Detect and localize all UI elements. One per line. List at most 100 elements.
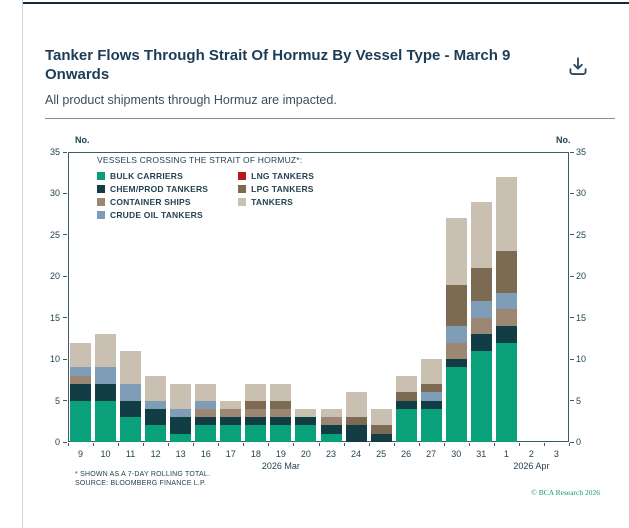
x-axis-label: 19 bbox=[275, 449, 286, 459]
x-tick bbox=[268, 443, 270, 446]
bar-segment bbox=[195, 384, 217, 401]
bar-segment bbox=[195, 425, 217, 442]
y-tick-label-left: 5 bbox=[54, 395, 60, 406]
legend-label: TANKERS bbox=[251, 197, 294, 207]
y-tick-left bbox=[63, 192, 67, 194]
x-axis-label: 17 bbox=[225, 449, 236, 459]
x-axis-label: 27 bbox=[426, 449, 437, 459]
bar-segment bbox=[345, 425, 367, 442]
x-tick bbox=[93, 443, 95, 446]
y-tick-label-left: 35 bbox=[49, 147, 60, 157]
bar-segment bbox=[345, 392, 367, 418]
bar-segment bbox=[270, 384, 292, 401]
legend-label: CHEM/PROD TANKERS bbox=[110, 184, 209, 194]
x-axis-label: 20 bbox=[300, 449, 311, 459]
legend-item: CRUDE OIL TANKERS bbox=[97, 210, 208, 220]
bar-segment bbox=[220, 417, 242, 426]
x-axis-label: 13 bbox=[175, 449, 186, 459]
y-tick-right bbox=[570, 234, 574, 236]
x-tick bbox=[118, 443, 120, 446]
x-tick bbox=[368, 443, 370, 446]
bar-segment bbox=[220, 400, 242, 409]
bar-segment bbox=[70, 384, 92, 401]
legend-item: CONTAINER SHIPS bbox=[97, 197, 208, 207]
copyright: © BCA Research 2026 bbox=[531, 488, 600, 497]
y-tick-right bbox=[570, 441, 574, 443]
y-tick-label-right: 20 bbox=[576, 271, 587, 282]
legend-item: LNG TANKERS bbox=[238, 171, 314, 181]
y-tick-left bbox=[63, 441, 67, 443]
bar-segment bbox=[495, 176, 517, 252]
y-tick-label-right: 0 bbox=[576, 437, 582, 447]
bar-segment bbox=[295, 408, 317, 418]
x-axis-label: 3 bbox=[553, 449, 559, 459]
bar-segment bbox=[470, 334, 492, 351]
bar-segment bbox=[445, 218, 467, 285]
bar-segment bbox=[495, 342, 517, 442]
bar-segment bbox=[120, 350, 142, 384]
legend-item: TANKERS bbox=[238, 197, 314, 207]
left-divider bbox=[22, 0, 23, 528]
bar-segment bbox=[95, 384, 117, 401]
y-tick-label-left: 20 bbox=[49, 271, 60, 282]
x-axis-label: 16 bbox=[200, 449, 211, 459]
legend-item: LPG TANKERS bbox=[238, 184, 314, 194]
legend-title: VESSELS CROSSING THE STRAIT OF HORMUZ*: bbox=[97, 155, 303, 165]
x-tick bbox=[569, 443, 570, 446]
bar-segment bbox=[370, 408, 392, 426]
bar-segment bbox=[170, 384, 192, 409]
bar-segment bbox=[395, 392, 417, 401]
bar-segment bbox=[320, 433, 342, 442]
bar-segment bbox=[420, 384, 442, 393]
x-tick bbox=[218, 443, 220, 446]
bar-segment bbox=[420, 359, 442, 384]
bar-segment bbox=[195, 400, 217, 409]
x-axis-label: 11 bbox=[125, 449, 136, 459]
bar-segment bbox=[370, 425, 392, 434]
x-tick bbox=[393, 443, 395, 446]
page-title: Tanker Flows Through Strait Of Hormuz By… bbox=[45, 47, 511, 83]
legend-label: LNG TANKERS bbox=[251, 171, 315, 181]
bar-segment bbox=[270, 408, 292, 418]
bar-segment bbox=[495, 251, 517, 293]
bar-segment bbox=[95, 400, 117, 442]
y-tick-right bbox=[570, 400, 574, 402]
top-border bbox=[23, 2, 629, 4]
bar-segment bbox=[145, 375, 167, 401]
x-axis-label: 31 bbox=[476, 449, 487, 459]
download-button[interactable] bbox=[563, 53, 593, 83]
chart-footnotes: * SHOWN AS A 7-DAY ROLLING TOTAL. SOURCE… bbox=[75, 470, 210, 489]
y-tick-left bbox=[63, 358, 67, 360]
x-tick bbox=[293, 443, 295, 446]
y-tick-label-right: 15 bbox=[576, 312, 587, 323]
x-axis-label: 2 bbox=[528, 449, 534, 459]
bar-segment bbox=[445, 284, 467, 326]
bar-segment bbox=[245, 425, 267, 442]
y-tick-left bbox=[63, 234, 67, 236]
x-axis-label: 24 bbox=[351, 449, 362, 459]
legend-item: CHEM/PROD TANKERS bbox=[97, 184, 208, 194]
bar-segment bbox=[470, 301, 492, 318]
legend-swatch-icon bbox=[238, 198, 247, 206]
bar-segment bbox=[395, 400, 417, 409]
bar-segment bbox=[195, 408, 217, 418]
y-tick-label-left: 25 bbox=[49, 229, 60, 240]
bar-segment bbox=[170, 433, 192, 442]
x-axis-label: 12 bbox=[150, 449, 161, 459]
x-axis-label: 9 bbox=[77, 449, 83, 459]
bar-segment bbox=[395, 408, 417, 442]
y-tick-label-left: 10 bbox=[49, 354, 60, 365]
legend-item: BULK CARRIERS bbox=[97, 171, 208, 181]
bar-segment bbox=[245, 384, 267, 401]
download-icon bbox=[565, 56, 591, 83]
bar-segment bbox=[70, 375, 92, 384]
bar-segment bbox=[95, 334, 117, 368]
y-tick-right bbox=[570, 151, 574, 153]
bar-segment bbox=[95, 367, 117, 384]
bar-segment bbox=[495, 292, 517, 310]
x-tick bbox=[193, 443, 195, 446]
y-tick-right bbox=[570, 317, 574, 319]
bar-segment bbox=[445, 367, 467, 442]
y-tick-label-left: 15 bbox=[49, 312, 60, 323]
x-axis-label: 25 bbox=[376, 449, 387, 459]
